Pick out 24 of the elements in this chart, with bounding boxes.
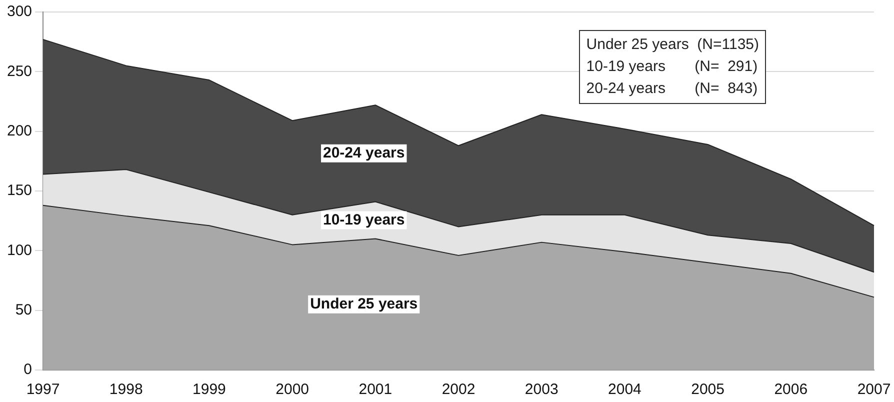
y-tick-label: 300	[6, 3, 32, 20]
x-tick-label: 2001	[358, 381, 392, 398]
x-tick-label: 2006	[774, 381, 808, 398]
series-label: Under 25 years	[310, 296, 418, 313]
y-tick-label: 0	[24, 361, 32, 378]
y-tick-label: 250	[6, 62, 32, 80]
y-tick-label: 150	[6, 182, 32, 200]
x-tick-label: 2003	[524, 381, 558, 398]
y-tick-label: 100	[6, 242, 32, 259]
x-tick-label: 2002	[442, 381, 476, 398]
x-tick-label: 1998	[109, 381, 143, 398]
x-tick-label: 2000	[276, 381, 310, 398]
annotation: Under 25 years (N=1135)	[586, 35, 759, 55]
annotation: 10-19 years (N= 291)	[586, 57, 759, 77]
y-tick-label: 50	[15, 301, 32, 318]
annotation: 20-24 years (N= 843)	[586, 79, 759, 99]
y-tick-label: 200	[6, 122, 32, 140]
x-tick-label: 1997	[26, 381, 60, 398]
x-tick-label: 2005	[691, 381, 724, 398]
x-tick-label: 2004	[608, 381, 642, 398]
x-tick-label: 2007	[857, 381, 891, 398]
series-label: 10-19 years	[322, 211, 405, 228]
x-tick-label: 1999	[192, 381, 226, 398]
series-label: 20-24 years	[322, 144, 405, 162]
